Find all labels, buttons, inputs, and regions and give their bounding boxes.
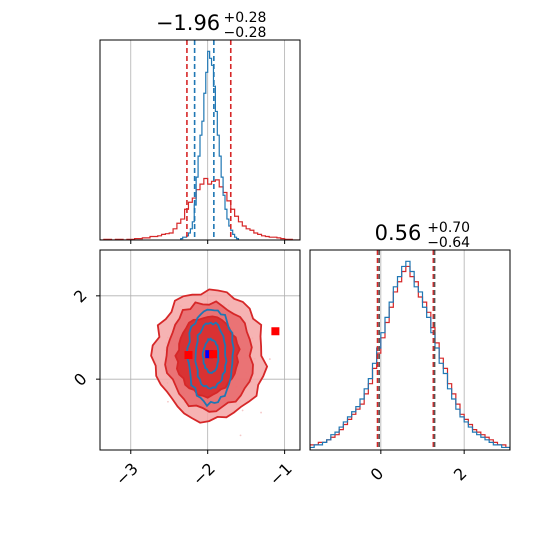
x-tick-label: −2 bbox=[189, 459, 219, 489]
histogram-red bbox=[100, 177, 300, 240]
sample-point bbox=[167, 400, 169, 403]
sample-point bbox=[241, 409, 244, 412]
contour-blue bbox=[194, 321, 228, 390]
sample-point bbox=[268, 358, 271, 360]
axes-frame bbox=[309, 249, 511, 451]
joint-contour-panel: −3 −2 −1 0 2 bbox=[70, 249, 301, 489]
plot-area bbox=[100, 250, 300, 450]
marginal-title: 0.56 bbox=[375, 221, 422, 245]
x-tick-label: −1 bbox=[266, 459, 296, 489]
sample-point bbox=[239, 434, 242, 437]
marginal-histogram-x: −1.96 +0.28−0.28 bbox=[99, 10, 301, 244]
histogram-blue bbox=[310, 260, 510, 450]
axes-frame bbox=[99, 39, 301, 241]
x-tick-label: 2 bbox=[450, 464, 471, 485]
marginal-histogram-y: 0 2 0.56 +0.70−0.64 bbox=[309, 220, 511, 485]
histogram-red bbox=[310, 265, 510, 450]
marker-marker_red bbox=[271, 327, 280, 336]
marginal-title-lower-error: −0.64 bbox=[427, 235, 470, 251]
y-tick-label: 2 bbox=[70, 286, 91, 307]
plot-area bbox=[310, 250, 510, 450]
plot-area bbox=[100, 40, 300, 240]
axes-frame bbox=[99, 249, 301, 451]
marginal-title: −1.96 bbox=[156, 11, 220, 35]
sample-point bbox=[260, 411, 262, 414]
y-tick-label: 0 bbox=[70, 369, 91, 390]
marginal-title-upper-error: +0.28 bbox=[224, 10, 267, 26]
marker-marker_red bbox=[209, 350, 218, 359]
contour-blue bbox=[201, 337, 220, 374]
marker-marker_red bbox=[184, 351, 193, 359]
marginal-title-upper-error: +0.70 bbox=[427, 220, 470, 236]
histogram-blue bbox=[180, 50, 240, 240]
x-tick-label: 0 bbox=[367, 464, 388, 485]
x-tick-label: −3 bbox=[112, 459, 142, 489]
marginal-title-lower-error: −0.28 bbox=[224, 25, 267, 41]
